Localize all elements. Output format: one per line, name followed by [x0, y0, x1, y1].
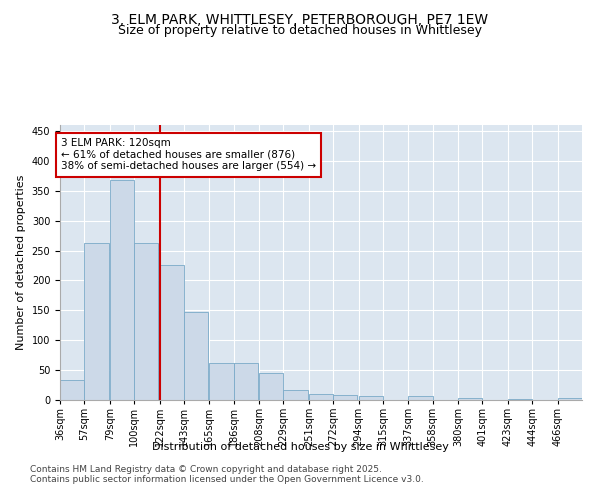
Text: Size of property relative to detached houses in Whittlesey: Size of property relative to detached ho…: [118, 24, 482, 37]
Text: 3, ELM PARK, WHITTLESEY, PETERBOROUGH, PE7 1EW: 3, ELM PARK, WHITTLESEY, PETERBOROUGH, P…: [112, 12, 488, 26]
Text: Distribution of detached houses by size in Whittlesey: Distribution of detached houses by size …: [152, 442, 448, 452]
Text: Contains HM Land Registry data © Crown copyright and database right 2025.
Contai: Contains HM Land Registry data © Crown c…: [30, 465, 424, 484]
Bar: [557, 398, 582, 400]
Bar: [283, 390, 308, 400]
Bar: [333, 394, 358, 400]
Bar: [309, 394, 333, 400]
Bar: [60, 380, 85, 400]
Bar: [508, 399, 532, 400]
Bar: [110, 180, 134, 400]
Bar: [160, 265, 184, 400]
Bar: [359, 396, 383, 400]
Bar: [85, 243, 109, 400]
Bar: [184, 312, 208, 400]
Text: 3 ELM PARK: 120sqm
← 61% of detached houses are smaller (876)
38% of semi-detach: 3 ELM PARK: 120sqm ← 61% of detached hou…: [61, 138, 316, 172]
Bar: [409, 396, 433, 400]
Bar: [458, 398, 482, 400]
Bar: [209, 363, 233, 400]
Y-axis label: Number of detached properties: Number of detached properties: [16, 175, 26, 350]
Bar: [233, 363, 258, 400]
Bar: [134, 243, 158, 400]
Bar: [259, 372, 283, 400]
